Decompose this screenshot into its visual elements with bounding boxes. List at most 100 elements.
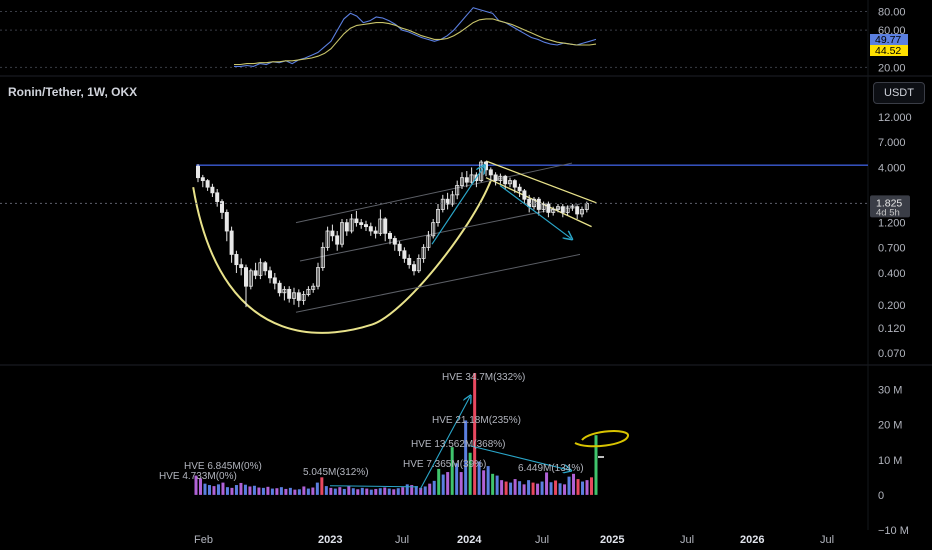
volume-bar [383, 487, 387, 495]
volume-bar [495, 475, 499, 495]
candle-body [570, 206, 575, 209]
volume-bar [414, 486, 418, 495]
candle-body [267, 270, 272, 279]
candle-body [219, 201, 224, 213]
volume-bar [288, 487, 292, 495]
rsi-value-tag [870, 34, 908, 45]
rsi-ma-line [234, 18, 597, 66]
arrow-drawings[interactable] [431, 166, 571, 245]
volume-bar [522, 484, 526, 495]
candle-body [560, 206, 565, 213]
volume-bar [590, 477, 594, 495]
volume-bar [212, 486, 216, 495]
volume-bar [437, 468, 441, 495]
volume-bar [594, 435, 598, 495]
candle-body [243, 267, 248, 287]
candle-body [435, 209, 440, 224]
candle-body [253, 270, 258, 276]
volume-bar [585, 480, 589, 495]
candle-body [575, 206, 580, 215]
volume-bar [329, 487, 333, 495]
price-tag [870, 195, 910, 218]
volume-annotations: HVE 34.7M(332%) HVE 21.18M(235%) HVE 13.56… [159, 372, 584, 482]
candle-body [200, 177, 205, 182]
volume-bar [387, 488, 391, 495]
candle-body [541, 203, 546, 210]
candle-body [272, 277, 277, 284]
price-tick-label: 0.120 [878, 323, 906, 335]
volume-bar [581, 481, 585, 495]
hve-label: HVE 13.562M(368%) [411, 439, 506, 450]
candle-body [383, 218, 388, 234]
candle-body [359, 222, 364, 225]
candle-body [426, 235, 431, 248]
price-tick-label: 7.000 [878, 137, 906, 149]
volume-bar [306, 488, 310, 495]
candle-body [483, 161, 488, 171]
countdown-label: 4d 5h [876, 207, 900, 218]
rsi-value-tag [870, 45, 908, 56]
volume-bar [405, 484, 409, 495]
candle-body [349, 218, 354, 232]
candle-body [411, 264, 416, 272]
candlesticks [195, 160, 589, 308]
breakout-arrow [431, 166, 484, 245]
candle-body [387, 232, 392, 239]
hve-label: 5.045M(312%) [303, 467, 369, 478]
candle-body [488, 169, 493, 176]
volume-bar [500, 480, 504, 495]
hve-label: HVE 4.733M(0%) [159, 471, 237, 482]
hve-label: HVE 7.365M(39%) [403, 459, 486, 470]
candle-body [556, 206, 561, 210]
candle-body [239, 264, 244, 269]
candle-body [330, 230, 335, 237]
price-tick-label: 4.000 [878, 162, 906, 174]
time-label: Jul [395, 534, 409, 546]
volume-bar [450, 447, 454, 495]
trend-drawings[interactable] [192, 160, 868, 334]
candle-body [450, 194, 455, 205]
candle-body [287, 288, 292, 299]
volume-bar [477, 461, 481, 495]
candle-body [407, 258, 412, 266]
volume-bar [369, 489, 373, 495]
candle-body [373, 230, 378, 234]
time-label: Feb [194, 534, 213, 546]
candle-body [498, 175, 503, 182]
candle-body [205, 180, 210, 188]
volume-bar [275, 488, 279, 495]
volume-bar [198, 478, 202, 495]
volume-tick-label: 10 M [878, 455, 902, 467]
candle-body [320, 246, 325, 269]
hve-label: HVE 21.18M(235%) [432, 415, 521, 426]
time-label: 2025 [600, 534, 624, 546]
volume-bar [473, 373, 477, 495]
candle-body [234, 254, 239, 266]
candle-body [229, 230, 234, 255]
time-label: 2026 [740, 534, 764, 546]
volume-bar [572, 473, 576, 495]
currency-button[interactable]: USDT [873, 82, 925, 104]
candle-body [210, 186, 215, 194]
volume-bar [423, 486, 427, 495]
time-label: Jul [820, 534, 834, 546]
volume-bar [513, 479, 517, 495]
rsi-value-label: 49.77 [875, 34, 901, 46]
candle-body [215, 192, 220, 202]
candle-body [344, 222, 349, 232]
candle-body [282, 288, 287, 294]
candle-body [512, 180, 517, 188]
candle-body [311, 285, 316, 290]
volume-drawings[interactable] [329, 397, 630, 490]
candle-body [248, 270, 253, 287]
volume-tick-label: −10 M [878, 525, 909, 537]
volume-bar [230, 487, 234, 495]
projection-arrow [499, 184, 571, 238]
candle-body [440, 198, 445, 210]
volume-bar [455, 463, 459, 495]
volume-bar [446, 472, 450, 495]
candle-body [392, 238, 397, 245]
volume-bar [342, 488, 346, 495]
volume-bar [284, 488, 288, 495]
